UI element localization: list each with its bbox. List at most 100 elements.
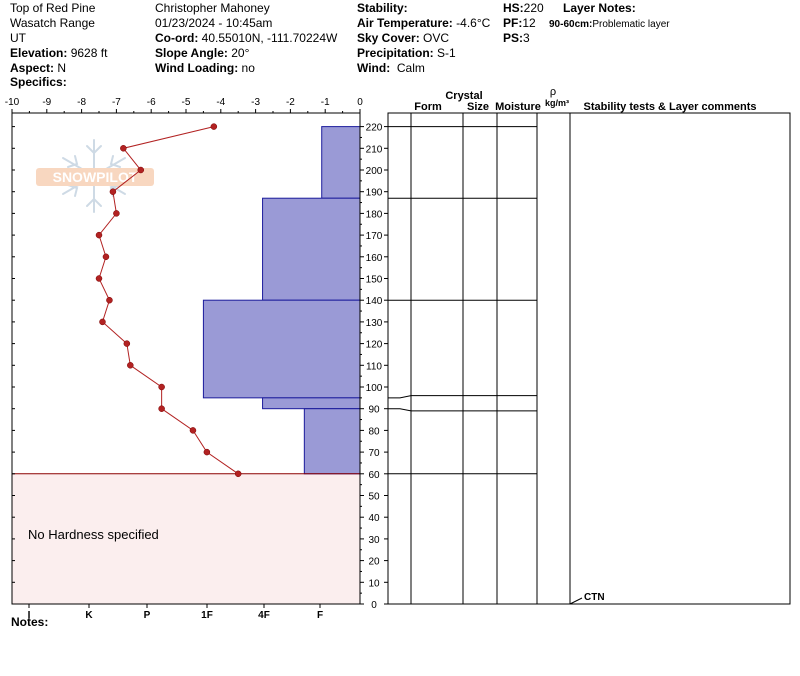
- sky-cover-value: OVC: [423, 31, 450, 45]
- temperature-point: [95, 275, 103, 282]
- hs-value: 220: [523, 1, 544, 15]
- height-tick-label: 40: [368, 513, 380, 524]
- hardness-label: F: [317, 610, 323, 621]
- height-tick-label: 130: [366, 318, 383, 329]
- ps-value: 3: [523, 31, 530, 45]
- stability-label: Stability:: [357, 1, 408, 15]
- height-tick-label: 60: [368, 470, 380, 481]
- coord-value: 40.55010N, -111.70224W: [201, 31, 338, 45]
- notes-row: Notes:: [11, 615, 48, 630]
- height-tick-label: 200: [366, 166, 383, 177]
- temperature-point: [210, 123, 218, 130]
- height-tick-label: 220: [366, 123, 383, 134]
- hardness-bar: [321, 126, 361, 199]
- height-tick-label: 160: [366, 253, 383, 264]
- temp-tick-label: -1: [321, 97, 330, 108]
- temperature-point: [120, 145, 127, 152]
- pf-label: PF:: [503, 16, 523, 30]
- layer-note-depth: 90-60cm:: [549, 19, 593, 30]
- watermark-text: SNOWPILOT: [53, 169, 138, 185]
- aspect-row: Aspect: N: [10, 61, 66, 76]
- wind-loading-value: no: [241, 61, 255, 75]
- height-axis: 0 10 20 30 40 50 60 70 80 90 100 110 120 130 140 150 160…: [12, 123, 388, 611]
- temp-tick-label: -10: [5, 97, 20, 108]
- pf-value: 12: [522, 16, 536, 30]
- notes-label: Notes:: [11, 615, 49, 629]
- pf-row: PF:12: [503, 16, 536, 31]
- hs-label: HS:: [503, 1, 524, 15]
- wind-loading-row: Wind Loading: no: [155, 61, 255, 76]
- temperature-point: [137, 166, 145, 174]
- layer-boundary: [388, 395, 537, 399]
- stability-test-marker: CTN: [569, 592, 605, 605]
- hardness-label: K: [85, 610, 93, 621]
- slope-row: Slope Angle: 20°: [155, 46, 249, 61]
- temperature-point: [106, 296, 113, 304]
- hardness-label: 1F: [201, 610, 213, 621]
- temperature-axis: -10 -9 -8 -7 -6 -5 -4 -3 -2 -1 0: [5, 97, 363, 113]
- height-tick-label: 140: [366, 296, 383, 307]
- height-tick-label: 70: [368, 448, 380, 459]
- temperature-point: [158, 383, 165, 391]
- temperature-point: [99, 318, 106, 326]
- site-name: Top of Red Pine: [10, 1, 96, 15]
- height-tick-label: 0: [371, 600, 377, 611]
- sky-cover-label: Sky Cover:: [357, 31, 420, 45]
- temperature-point: [109, 188, 117, 195]
- height-tick-label: 150: [366, 275, 383, 286]
- density-symbol: ρ: [550, 86, 556, 98]
- hardness-bar: [202, 299, 361, 399]
- form-column-header: Form: [414, 101, 442, 113]
- wind-row: Wind: Calm: [357, 61, 425, 76]
- temp-tick-label: -8: [77, 97, 86, 108]
- air-temp-row: Air Temperature: -4.6°C: [357, 16, 490, 31]
- height-tick-label: 110: [366, 361, 382, 372]
- temperature-point: [203, 448, 211, 456]
- height-tick-label: 10: [368, 578, 380, 589]
- elevation-row: Elevation: 9628 ft: [10, 46, 107, 61]
- no-hardness-area: [12, 473, 360, 604]
- ps-label: PS:: [503, 31, 524, 45]
- stability-test-pointer: [569, 597, 583, 605]
- ps-row: PS:3: [503, 31, 530, 46]
- observation-datetime: 01/23/2024 - 10:45am: [155, 16, 273, 30]
- temp-tick-label: -3: [251, 97, 260, 108]
- temp-tick-label: -9: [42, 97, 51, 108]
- temperature-points: [95, 123, 242, 478]
- wind-loading-label: Wind Loading:: [155, 61, 239, 75]
- specifics-row: Specifics:: [10, 75, 67, 90]
- crystal-column-header: Crystal: [445, 90, 482, 102]
- temperature-point: [234, 470, 242, 478]
- density-unit: kg/m³: [545, 98, 569, 108]
- stability-column-header: Stability tests & Layer comments: [583, 101, 756, 113]
- precip-label: Precipitation:: [357, 46, 434, 60]
- temp-tick-label: -6: [147, 97, 156, 108]
- hardness-bar: [262, 197, 361, 301]
- temperature-point: [95, 231, 103, 239]
- layer-notes-label: Layer Notes:: [563, 1, 636, 15]
- precip-value: S-1: [437, 46, 456, 60]
- wind-value: Calm: [396, 61, 425, 75]
- temp-tick-label: -5: [182, 97, 191, 108]
- wind-label: Wind:: [357, 61, 391, 75]
- temp-tick-label: 0: [357, 97, 363, 108]
- elevation-label: Elevation:: [10, 46, 68, 60]
- aspect-label: Aspect:: [10, 61, 55, 75]
- layer-note-text: Problematic layer: [592, 19, 670, 30]
- height-tick-label: 80: [368, 426, 380, 437]
- height-tick-label: 190: [366, 188, 383, 199]
- layer-table-frame: [387, 112, 791, 605]
- hardness-layers: [12, 126, 361, 475]
- layer-table-rows: [388, 126, 537, 475]
- hardness-label: P: [144, 610, 151, 621]
- slope-value: 20°: [231, 46, 250, 60]
- elevation-value: 9628 ft: [70, 46, 108, 60]
- observer-name: Christopher Mahoney: [155, 1, 270, 15]
- hardness-bar: [262, 397, 361, 410]
- size-column-header: Size: [467, 101, 489, 113]
- temp-tick-label: -7: [112, 97, 121, 108]
- height-tick-label: 170: [366, 231, 383, 242]
- temperature-point: [189, 427, 197, 434]
- temp-tick-label: -4: [216, 97, 225, 108]
